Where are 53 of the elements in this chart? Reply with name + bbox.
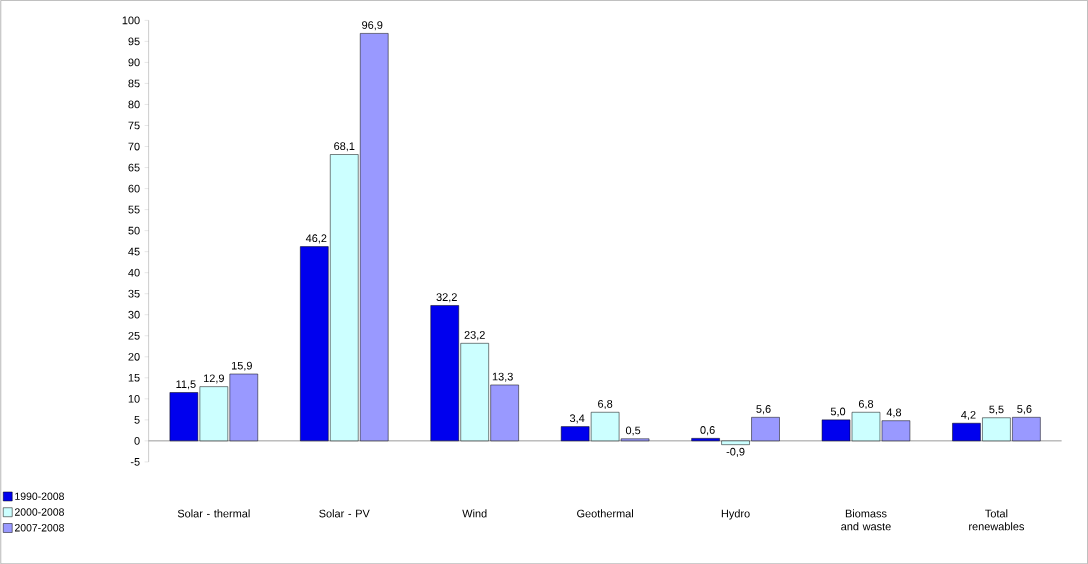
y-tick-label: 70 <box>128 142 140 151</box>
data-label: 3,4 <box>569 414 585 424</box>
y-tick-label: 30 <box>128 310 140 319</box>
data-label: 68,1 <box>334 142 355 152</box>
data-label: 6,8 <box>598 399 613 409</box>
data-label: 32,2 <box>436 293 457 303</box>
data-label: 46,2 <box>305 234 327 244</box>
y-tick-label: 85 <box>128 79 140 88</box>
data-label: 4,2 <box>961 410 976 420</box>
y-tick-label: 0 <box>134 436 140 445</box>
y-tick-label: 5 <box>134 415 140 424</box>
y-tick-label: 50 <box>128 226 140 235</box>
data-label: 11,5 <box>176 380 196 390</box>
data-label: 5,6 <box>756 405 771 415</box>
x-tick-label: Solar - PV <box>319 509 370 518</box>
y-tick-label: 95 <box>128 37 140 46</box>
data-label: 4,8 <box>886 408 902 418</box>
data-label: -0,9 <box>726 447 745 457</box>
y-tick-label: 45 <box>128 247 140 256</box>
data-label: 6,8 <box>858 399 874 409</box>
data-label: 96,9 <box>362 21 383 31</box>
legend-label: 2007-2008 <box>15 524 64 532</box>
x-tick-label: Geothermal <box>577 509 633 518</box>
data-label: 13,3 <box>492 372 513 382</box>
x-tick-label: Hydro <box>721 509 750 520</box>
y-tick-label: 100 <box>122 16 140 25</box>
legend-label: 2000-2008 <box>15 508 64 516</box>
y-tick-label: 90 <box>128 58 140 67</box>
y-tick-label: 35 <box>128 289 140 298</box>
data-label: 5,5 <box>989 405 1004 415</box>
y-tick-label: 15 <box>128 373 140 382</box>
x-tick-label: Wind <box>462 509 487 518</box>
y-tick-label: 60 <box>128 184 140 193</box>
y-tick-label: 55 <box>128 205 140 214</box>
data-label: 5,6 <box>1017 405 1032 415</box>
y-tick-label: 10 <box>128 394 140 403</box>
y-tick-label: 25 <box>128 331 140 340</box>
x-tick-label: Total renewables <box>969 509 1024 531</box>
data-label: 5,0 <box>830 407 846 417</box>
y-tick-label: 40 <box>128 268 140 277</box>
y-tick-label: -5 <box>130 457 140 466</box>
y-tick-label: 75 <box>128 121 140 130</box>
legend-label: 1990-2008 <box>15 492 64 500</box>
x-tick-label: Solar - thermal <box>177 509 250 518</box>
y-tick-label: 80 <box>128 100 140 109</box>
x-tick-label: Biomass and waste <box>841 509 891 531</box>
y-tick-label: 20 <box>128 352 140 361</box>
data-label: 0,6 <box>700 426 715 436</box>
data-label: 15,9 <box>231 361 252 371</box>
data-label: 0,5 <box>625 426 641 436</box>
y-tick-label: 65 <box>128 163 140 172</box>
data-label: 23,2 <box>464 331 485 341</box>
data-label: 12,9 <box>204 374 224 384</box>
